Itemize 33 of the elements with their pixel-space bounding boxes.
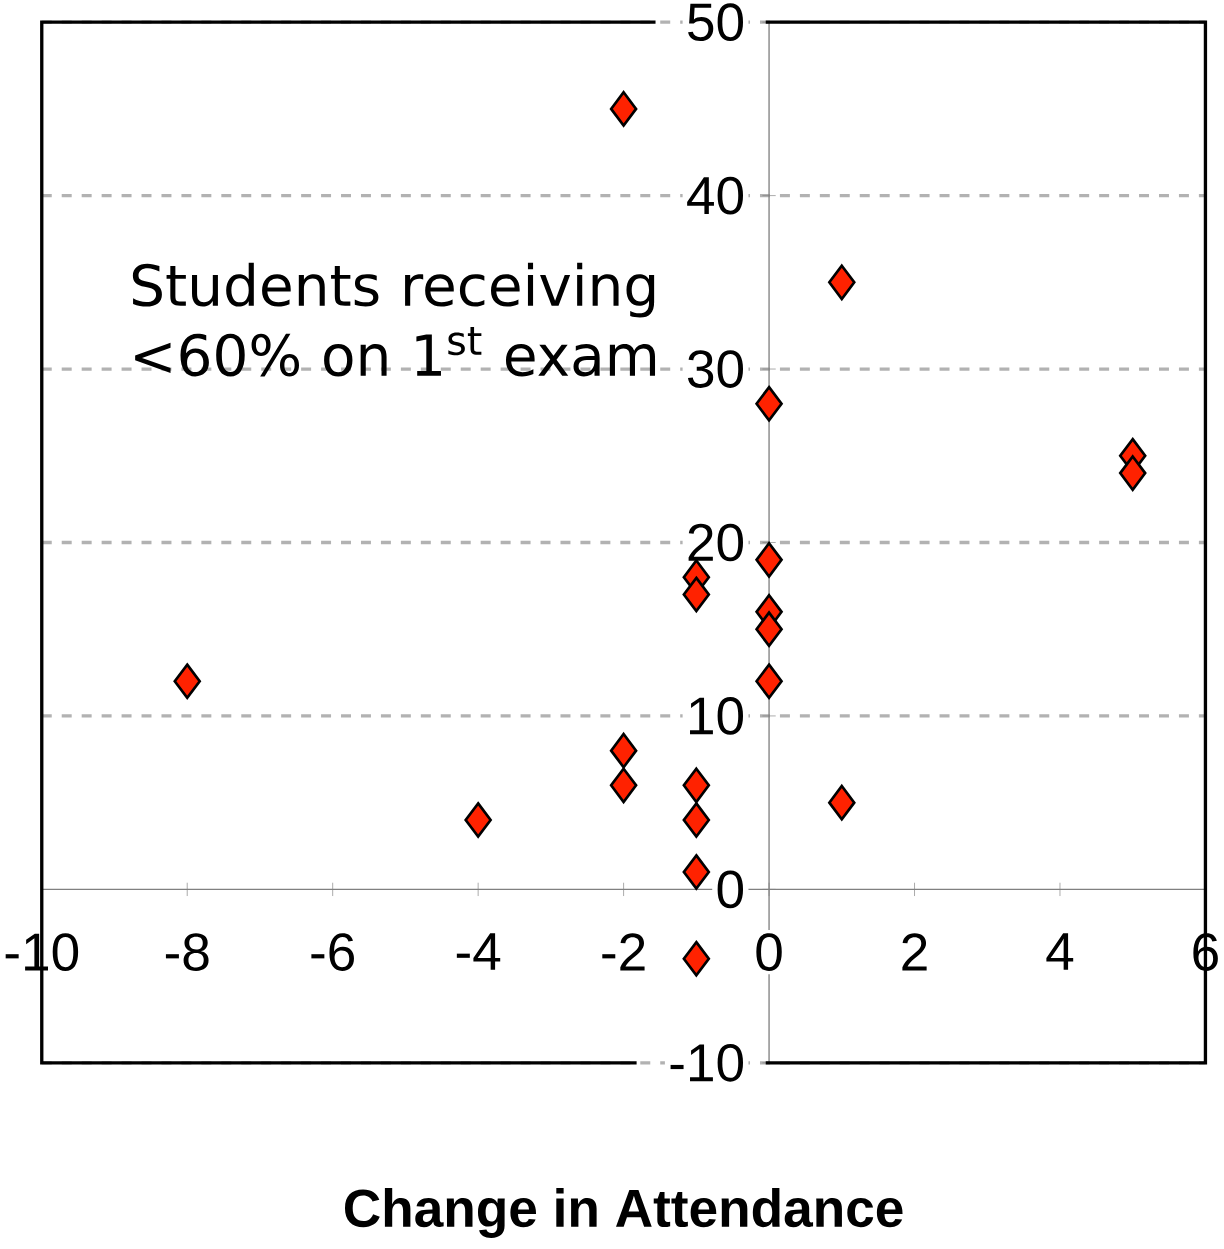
point — [682, 802, 711, 838]
y-tick-label: 10 — [690, 697, 744, 735]
y-tick-label: 50 — [688, 3, 744, 41]
y-tick-label: 30 — [688, 350, 744, 388]
y-tick-label: 20 — [688, 523, 744, 562]
y-tick-label: 40 — [687, 176, 744, 215]
point — [1119, 455, 1147, 492]
point — [610, 767, 638, 804]
x-tick-label: 4 — [1046, 933, 1074, 970]
point — [173, 663, 202, 700]
x-tick-label: 2 — [902, 933, 927, 971]
point — [755, 541, 784, 578]
point — [828, 784, 856, 821]
point — [755, 663, 784, 700]
point — [682, 940, 711, 977]
y-tick-label: -10 — [670, 1044, 744, 1082]
x-tick-label: 0 — [756, 933, 782, 971]
point — [755, 385, 784, 422]
x-axis-title: Change in Attendance — [345, 1188, 903, 1238]
point — [682, 767, 711, 804]
x-tick-label: -8 — [166, 933, 209, 971]
annotation: Students receiving <60% on 1$^{st}$ exam — [133, 262, 656, 377]
point — [682, 854, 711, 890]
point — [610, 732, 638, 769]
point — [682, 576, 711, 613]
point — [828, 264, 856, 301]
point — [610, 90, 638, 127]
x-tick-label: -4 — [457, 933, 501, 970]
point — [464, 802, 493, 838]
x-tick-label: -6 — [311, 933, 355, 971]
point — [755, 611, 784, 648]
y-tick-label: 0 — [717, 870, 744, 909]
x-tick-label: -2 — [602, 933, 645, 971]
